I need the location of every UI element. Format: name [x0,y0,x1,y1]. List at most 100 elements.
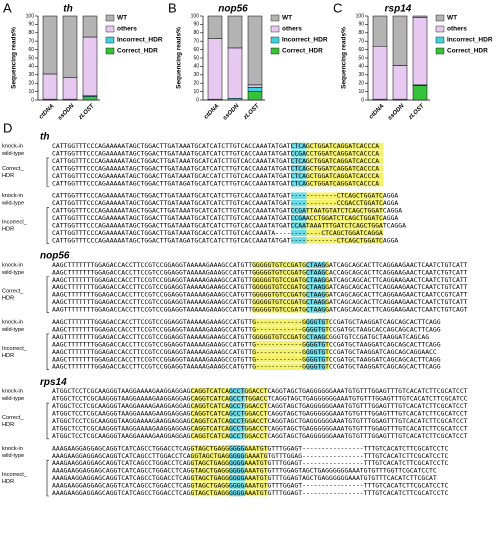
reference-label: wild-type [1,270,24,276]
highlight [229,482,245,489]
gene-name: nop56 [40,250,70,261]
sequence: AAGTTTTTTTTGGAGACCACCTTCCGTCCGGAGGTAAAAA… [52,306,468,314]
legend-label: WT [447,15,457,22]
sequence: AAGCTTTTTTTGGAGACCACCTTCCGTCCGGAGGTAAAAA… [52,276,468,284]
bar-segment [207,15,223,39]
bar-segment [227,98,243,101]
legend-swatch [105,25,115,33]
group-label: HDR [2,422,14,428]
y-tick-label: 70 [28,39,34,45]
sequence: AAAGAAGGAGGAGCAGGTCATCAGCCTGGACCTCAGGTAG… [52,482,448,490]
highlight [306,269,326,276]
highlight [252,356,330,363]
sequence: CATTGGTTTCCCAGAAAAATAGCTGGACTTGATAAATGCA… [52,214,398,222]
y-tick-label: 80 [358,30,364,36]
legend-swatch [105,47,115,55]
bar-segment [82,36,98,97]
x-tick-label: zLOST [407,102,426,121]
bar-segment [392,65,408,100]
y-tick-label: 80 [28,30,34,36]
y-tick-label: 60 [358,47,364,53]
y-tick-label: 40 [28,64,34,70]
y-tick-label: 80 [193,30,199,36]
group-label: Correct_ [2,289,24,295]
highlight [252,261,330,269]
gene-name: th [40,132,49,143]
bar-segment [82,96,98,101]
y-tick-label: 60 [28,47,34,53]
y-tick-label: 50 [28,55,34,61]
highlight [291,172,384,180]
sequence: AAGCTTTTTTTGGAGACCACCTTCCGTCCGGAGGTAAAAA… [52,283,468,291]
highlight [306,356,326,363]
y-tick-label: 30 [28,72,34,78]
y-tick-label: 10 [28,89,34,95]
group-label: Correct_ [2,166,24,172]
highlight [252,298,330,306]
reference-label: wild-type [1,396,24,402]
bracket [46,276,49,313]
y-tick-label: 0 [361,97,364,103]
legend-swatch [105,36,115,44]
legend-swatch [435,14,445,22]
y-tick-label: 10 [193,89,199,95]
sequence: AAGCTTTTTTTGGAGACCACCTTCCGTCCGGAGGTAAAAA… [52,268,468,276]
sequence: AAGCTTTTTTTGGAGACCACCTTCCGTCCGGAGGTAAAAA… [52,261,468,269]
highlight [229,402,245,410]
highlight [229,467,245,474]
highlight [229,410,245,417]
sequence: CATTGGTTTCCCAGAAAAATAGCTGGACTTGATAAATGCA… [52,199,398,207]
legend-label: WT [282,15,292,22]
x-tick-label: ctDNA [368,103,385,120]
sequence: AAGCTTTTTTTGGAGACCACCTTCCGTCCGGAGGTAAAAA… [52,291,468,299]
highlight [291,150,384,157]
highlight [291,192,307,199]
reference-label: wild-type [1,151,24,157]
highlight [291,237,384,244]
panel-label: D [3,120,12,135]
x-tick-label: ssODN [387,103,406,122]
highlight [252,318,330,326]
bar-segment [207,38,223,100]
reference-label: knock-in [2,262,23,268]
highlight [306,333,326,341]
bar-segment [247,84,263,88]
bracket [46,333,49,370]
bar-segment [412,15,428,18]
legend-label: WT [117,15,127,22]
sequence: AAAGAAGGAGGAGCAGGTCATCAGCCTGGACCTCAGGTAG… [52,474,437,482]
bar-segment [227,47,243,99]
highlight [252,363,330,370]
highlight [291,172,307,180]
bar-segment [247,91,263,101]
sequence: CATTGGTTTCCCAGAAAAATAGCTGGACTTGATAAATGCA… [52,142,379,150]
group-label: HDR [2,353,14,359]
y-tick-label: 70 [193,39,199,45]
highlight [291,222,384,229]
sequence: AAGCTTTTTTTGGAGACCACCTTCCGTCCGGAGGTAAAAA… [52,325,441,333]
legend-label: Correct_HDR [447,48,488,55]
highlight [291,180,307,187]
highlight [291,157,384,165]
y-tick-label: 100 [26,13,35,19]
bar-segment [247,15,263,86]
legend-swatch [270,25,280,33]
highlight [229,432,245,440]
highlight [291,214,384,222]
highlight [291,199,307,207]
legend-label: others [447,26,467,33]
highlight [252,269,330,276]
sequence: CATTGGTTTCCCAGAAAAATAGCTGGACTTGATAAATGCA… [52,222,406,230]
highlight [306,306,326,313]
bar-segment [372,45,388,100]
highlight [252,333,330,341]
y-tick-label: 40 [358,64,364,70]
group-label: Incorrect_ [2,346,28,352]
y-tick-label: 10 [358,89,364,95]
legend-label: Correct_HDR [282,48,323,55]
chart-title: rsp14 [385,4,412,15]
reference-label: wild-type [1,327,24,333]
bar-segment [372,15,388,47]
y-tick-label: 70 [358,39,364,45]
highlight [306,348,326,356]
